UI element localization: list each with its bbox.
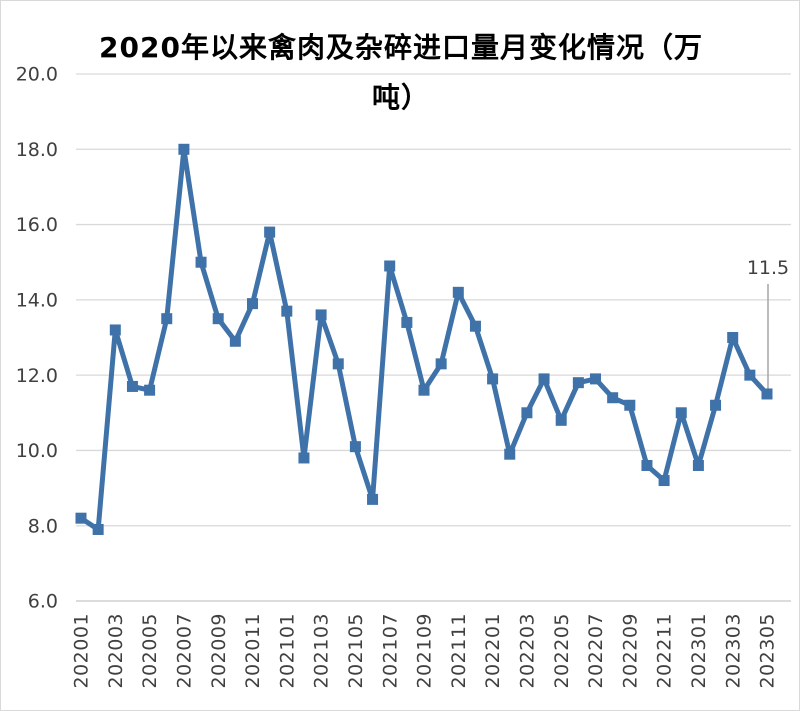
data-point-marker [555,414,567,426]
data-point-marker [281,305,293,317]
data-point-marker [590,373,601,385]
data-point-marker [675,407,687,419]
x-tick-label: 202107 [379,613,401,689]
data-point-marker [744,369,756,381]
x-tick-label: 202001 [71,613,93,689]
y-tick-label: 20.0 [16,64,58,86]
x-tick-label: 202007 [174,613,196,689]
data-point-marker [692,459,704,471]
data-point-marker [384,260,396,272]
y-tick-label: 12.0 [16,365,58,387]
data-point-marker [658,475,670,487]
data-point-marker [264,226,276,238]
data-point-marker [624,399,636,411]
data-point-marker [247,298,258,310]
data-point-marker [212,313,224,325]
x-tick-label: 202205 [551,613,573,689]
data-point-marker [92,523,104,535]
x-tick-label: 202203 [517,613,539,689]
data-point-marker [298,452,310,464]
data-point-marker [469,320,481,332]
data-point-marker [641,459,653,471]
data-point-marker [75,512,87,524]
y-tick-label: 8.0 [28,515,58,537]
data-point-marker [572,377,584,389]
x-tick-label: 202201 [482,613,504,689]
y-tick-label: 18.0 [16,139,58,161]
data-point-marker [435,358,447,370]
x-tick-label: 202207 [585,613,607,689]
data-point-marker [761,388,773,400]
x-tick-label: 202211 [654,613,676,689]
x-tick-label: 202301 [688,613,710,689]
data-point-marker [367,493,379,505]
data-point-marker [727,332,739,343]
data-point-marker [607,392,619,404]
data-point-marker [109,324,121,336]
data-point-marker [521,407,533,419]
y-tick-label: 10.0 [16,440,58,462]
x-tick-label: 202011 [242,613,264,689]
data-point-marker [538,373,550,385]
data-point-marker [504,448,516,460]
x-tick-label: 202003 [105,613,127,689]
data-point-marker [161,313,173,325]
x-tick-label: 202109 [414,613,436,689]
x-tick-label: 202009 [208,613,230,689]
y-tick-label: 6.0 [28,591,58,613]
data-point-marker [349,441,361,453]
x-tick-label: 202111 [448,613,470,689]
data-point-marker [418,384,430,396]
data-point-marker [452,286,464,298]
data-point-marker [178,143,190,155]
x-tick-label: 202101 [276,613,298,689]
x-tick-label: 202103 [311,613,333,689]
series-line [78,146,770,532]
x-tick-label: 202209 [619,613,641,689]
data-point-marker [332,358,344,370]
data-point-marker [487,373,499,385]
data-point-marker [315,309,327,321]
last-point-data-label: 11.5 [746,257,790,279]
x-tick-label: 202005 [139,613,161,689]
data-point-marker [126,380,138,392]
data-point-marker [229,335,241,347]
y-tick-label: 14.0 [16,290,58,312]
x-tick-label: 202305 [757,613,779,689]
data-point-marker [401,316,413,328]
y-tick-label: 16.0 [16,214,58,236]
data-point-marker [195,256,207,268]
x-tick-label: 202105 [345,613,367,689]
data-point-marker [710,399,722,411]
x-tick-label: 202303 [722,613,744,689]
data-point-marker [144,384,156,396]
